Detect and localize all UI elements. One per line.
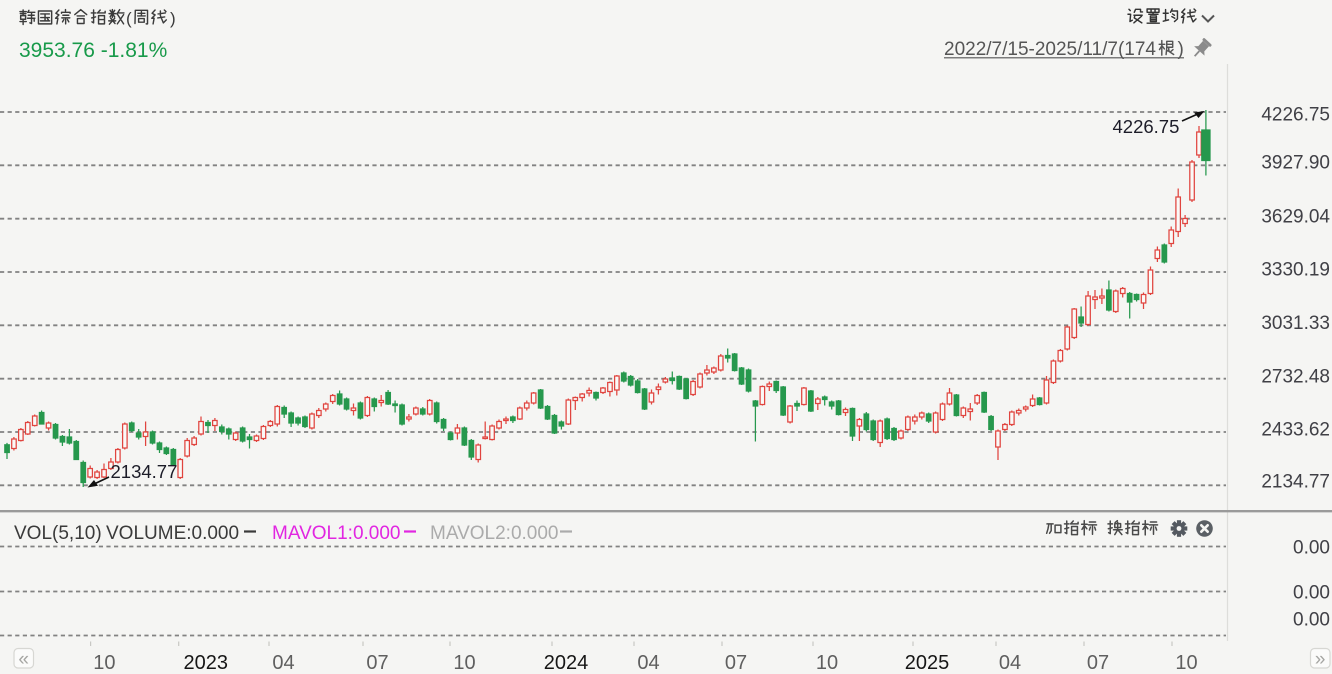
svg-text:07: 07: [725, 652, 747, 674]
svg-text:10: 10: [1175, 652, 1197, 674]
svg-text:4226.75: 4226.75: [1261, 104, 1330, 125]
svg-text:07: 07: [366, 652, 388, 674]
svg-text:04: 04: [999, 652, 1021, 674]
svg-text:2134.77: 2134.77: [111, 461, 178, 482]
svg-text:(: (: [126, 9, 132, 28]
svg-text:04: 04: [272, 652, 294, 674]
svg-text:10: 10: [453, 652, 475, 674]
svg-text:3031.33: 3031.33: [1261, 313, 1330, 334]
svg-text:3953.76 -1.81%: 3953.76 -1.81%: [19, 39, 167, 62]
svg-text:10: 10: [816, 652, 838, 674]
svg-text:4226.75: 4226.75: [1113, 116, 1180, 137]
svg-text:07: 07: [1087, 652, 1109, 674]
svg-text:»: »: [1315, 649, 1326, 670]
svg-text:04: 04: [637, 652, 659, 674]
svg-text:0.00: 0.00: [1293, 610, 1330, 631]
svg-text:2433.62: 2433.62: [1261, 419, 1330, 440]
svg-text:2025: 2025: [905, 652, 950, 674]
svg-text:2732.48: 2732.48: [1261, 366, 1330, 387]
svg-text:): ): [170, 9, 176, 28]
svg-text:2022/7/15-2025/11/7(174: 2022/7/15-2025/11/7(174: [944, 39, 1156, 60]
svg-text:VOL(5,10): VOL(5,10): [14, 523, 102, 544]
svg-text:3330.19: 3330.19: [1261, 259, 1330, 280]
svg-text:2134.77: 2134.77: [1261, 472, 1330, 493]
svg-text:VOLUME:0.000: VOLUME:0.000: [106, 523, 239, 544]
svg-text:3629.04: 3629.04: [1261, 207, 1330, 228]
svg-text:MAVOL2:0.000: MAVOL2:0.000: [430, 523, 559, 544]
svg-text:2024: 2024: [544, 652, 589, 674]
svg-text:10: 10: [93, 652, 115, 674]
svg-text:0.00: 0.00: [1293, 583, 1330, 604]
svg-text:): ): [1178, 39, 1184, 60]
svg-text:3927.90: 3927.90: [1261, 152, 1330, 173]
svg-text:«: «: [18, 649, 29, 670]
svg-text:MAVOL1:0.000: MAVOL1:0.000: [272, 523, 401, 544]
svg-text:0.00: 0.00: [1293, 538, 1330, 559]
svg-text:2023: 2023: [184, 652, 229, 674]
